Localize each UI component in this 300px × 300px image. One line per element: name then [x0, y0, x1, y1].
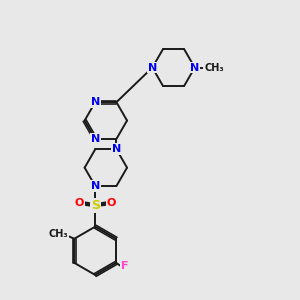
Text: O: O: [107, 198, 116, 208]
Text: CH₃: CH₃: [204, 63, 224, 73]
Text: N: N: [91, 97, 100, 107]
Text: N: N: [112, 144, 121, 154]
Text: F: F: [121, 261, 129, 271]
Text: CH₃: CH₃: [48, 229, 68, 239]
Text: N: N: [190, 63, 200, 73]
Text: S: S: [91, 199, 100, 212]
Text: O: O: [74, 198, 84, 208]
Text: N: N: [91, 181, 100, 191]
Text: N: N: [148, 63, 157, 73]
Text: N: N: [91, 134, 100, 144]
